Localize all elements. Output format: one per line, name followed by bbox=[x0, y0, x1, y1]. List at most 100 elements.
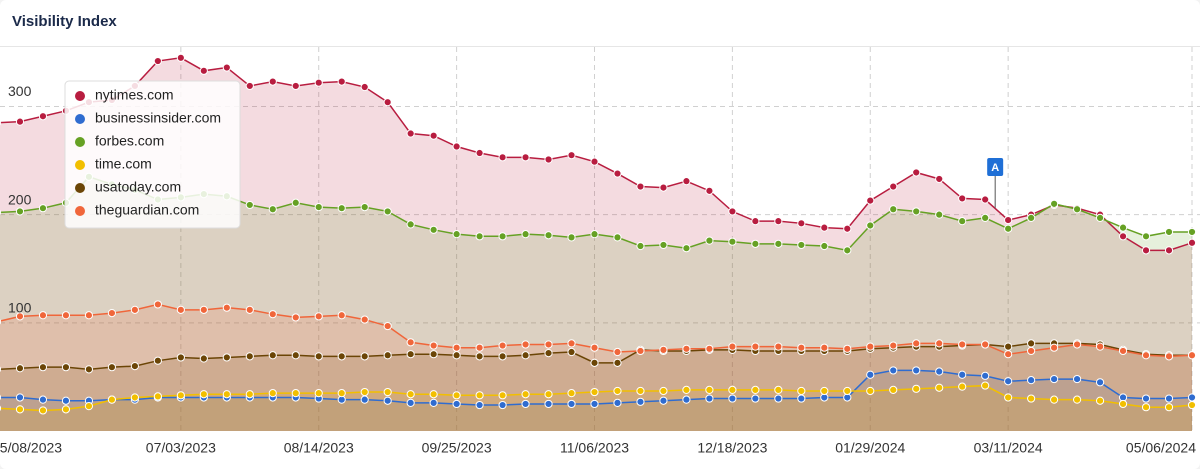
data-point bbox=[452, 343, 461, 352]
data-point bbox=[705, 385, 714, 394]
data-point bbox=[268, 310, 277, 319]
data-point bbox=[291, 313, 300, 322]
data-point bbox=[935, 339, 944, 348]
data-point bbox=[958, 340, 967, 349]
data-point bbox=[314, 78, 323, 87]
data-point bbox=[314, 312, 323, 321]
data-point bbox=[406, 129, 415, 138]
data-point bbox=[291, 198, 300, 207]
legend-box bbox=[64, 80, 241, 229]
data-point bbox=[360, 387, 369, 397]
data-point bbox=[544, 390, 553, 399]
data-point bbox=[1164, 394, 1174, 403]
data-point bbox=[682, 244, 691, 253]
data-point bbox=[820, 241, 829, 251]
data-point bbox=[314, 352, 323, 361]
data-point bbox=[360, 202, 369, 212]
data-point bbox=[935, 210, 944, 219]
data-point bbox=[843, 386, 852, 396]
data-point bbox=[590, 157, 599, 166]
data-point bbox=[291, 389, 300, 398]
data-point bbox=[337, 311, 346, 320]
data-point bbox=[843, 246, 852, 255]
data-point bbox=[567, 399, 576, 409]
data-point bbox=[15, 393, 25, 402]
data-point bbox=[15, 312, 25, 321]
data-point bbox=[337, 352, 346, 361]
data-point bbox=[452, 391, 461, 400]
data-point bbox=[498, 153, 507, 162]
data-point bbox=[176, 305, 185, 314]
data-point bbox=[728, 385, 737, 394]
data-point bbox=[61, 311, 71, 320]
data-point bbox=[1141, 246, 1151, 255]
data-point bbox=[475, 400, 484, 410]
data-point bbox=[475, 343, 484, 352]
data-point bbox=[176, 391, 185, 400]
data-point bbox=[889, 385, 898, 394]
data-point bbox=[958, 194, 967, 203]
data-point bbox=[866, 196, 875, 205]
x-tick-label: 11/06/2023 bbox=[560, 440, 629, 456]
data-point bbox=[1004, 393, 1013, 402]
data-point bbox=[383, 387, 392, 397]
data-point bbox=[291, 81, 300, 91]
data-point bbox=[498, 391, 507, 400]
data-point bbox=[820, 386, 829, 396]
data-point bbox=[0, 366, 2, 373]
data-point bbox=[429, 341, 438, 350]
data-point bbox=[659, 240, 668, 250]
data-point bbox=[889, 182, 898, 191]
data-point bbox=[636, 346, 645, 356]
data-point bbox=[544, 399, 553, 409]
data-point bbox=[544, 349, 553, 358]
data-point bbox=[751, 239, 760, 248]
data-point bbox=[1187, 238, 1197, 247]
data-point bbox=[981, 381, 990, 390]
data-point bbox=[1141, 403, 1151, 412]
data-point bbox=[153, 356, 162, 365]
x-tick-label: 07/03/2023 bbox=[146, 440, 216, 456]
data-point bbox=[958, 382, 967, 391]
data-point bbox=[613, 347, 622, 357]
data-point bbox=[1095, 213, 1105, 223]
data-point bbox=[843, 344, 852, 353]
data-point bbox=[15, 364, 25, 373]
data-point bbox=[958, 370, 967, 379]
data-point bbox=[797, 219, 806, 228]
data-point bbox=[498, 400, 507, 410]
data-point bbox=[314, 202, 323, 212]
data-point bbox=[130, 393, 139, 402]
data-point bbox=[935, 367, 944, 376]
data-point bbox=[544, 340, 553, 349]
data-point bbox=[981, 340, 990, 349]
data-point bbox=[728, 207, 737, 216]
data-point bbox=[1095, 378, 1105, 387]
data-point bbox=[774, 394, 783, 403]
legend-label: theguardian.com bbox=[95, 202, 199, 218]
data-point bbox=[1027, 346, 1036, 356]
data-point bbox=[521, 390, 530, 399]
data-point bbox=[613, 386, 622, 396]
data-point bbox=[406, 390, 415, 399]
legend-label: time.com bbox=[95, 156, 152, 172]
legend-label: forbes.com bbox=[95, 133, 164, 149]
data-point bbox=[590, 358, 599, 367]
y-tick-label: 300 bbox=[8, 83, 32, 99]
data-point bbox=[1187, 227, 1197, 237]
data-point bbox=[245, 352, 254, 361]
data-point bbox=[912, 339, 921, 348]
data-point bbox=[245, 305, 254, 314]
data-point bbox=[590, 230, 599, 239]
data-point bbox=[429, 350, 438, 359]
data-point bbox=[728, 342, 737, 351]
data-point bbox=[590, 343, 599, 352]
data-point bbox=[268, 77, 277, 86]
data-point bbox=[153, 300, 162, 309]
data-point bbox=[199, 354, 208, 363]
data-point bbox=[935, 383, 944, 392]
data-point bbox=[337, 204, 346, 213]
data-point bbox=[1118, 223, 1128, 232]
data-point bbox=[429, 131, 438, 140]
data-point bbox=[912, 168, 921, 177]
